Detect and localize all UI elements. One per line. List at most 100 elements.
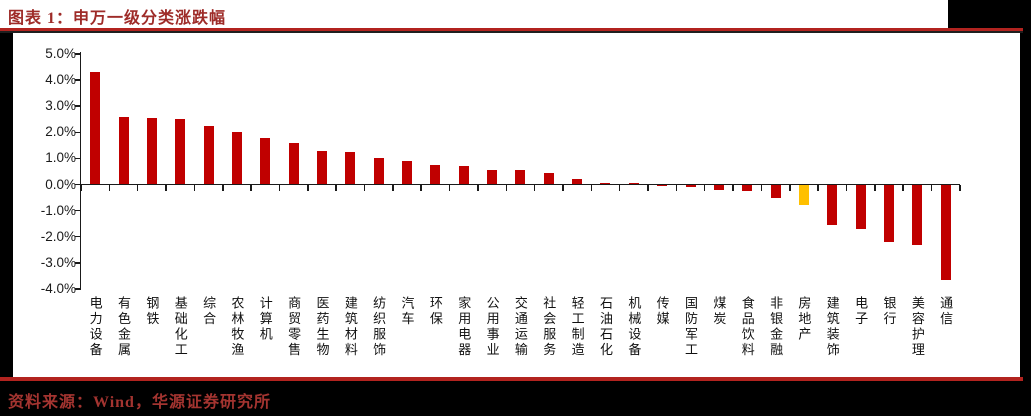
x-axis-tick: [335, 185, 337, 191]
bar: [430, 164, 441, 185]
category-label: 汽车: [399, 296, 415, 327]
y-axis-tick-label: -2.0%: [40, 228, 76, 244]
category-label: 建筑装饰: [824, 296, 840, 358]
bar: [515, 170, 526, 185]
bar: [260, 137, 271, 185]
x-axis-tick: [902, 185, 904, 191]
bar: [940, 184, 951, 280]
y-axis-tick-label: -3.0%: [40, 254, 76, 270]
x-axis-tick: [363, 185, 366, 191]
bar: [146, 117, 157, 185]
y-axis-tick: [75, 183, 81, 186]
x-axis-tick: [165, 185, 167, 191]
bar: [572, 179, 583, 185]
y-axis-tick-label: 0.0%: [45, 176, 76, 192]
bar: [827, 184, 838, 225]
category-label: 环保: [427, 296, 443, 327]
y-axis-line: [79, 52, 82, 289]
bottom-red-rule: [0, 377, 1023, 381]
category-label: 有色金属: [116, 296, 132, 358]
category-label: 石油石化: [597, 296, 613, 358]
x-axis-tick: [760, 185, 763, 191]
category-label: 电力设备: [87, 296, 103, 358]
bar: [855, 184, 866, 229]
source-band: 资料来源：Wind，华源证券研究所: [0, 381, 1031, 416]
y-axis-tick-label: -4.0%: [40, 280, 76, 296]
category-label: 商贸零售: [286, 296, 302, 358]
bar: [345, 151, 356, 185]
x-axis-tick: [448, 185, 451, 191]
bar: [90, 72, 101, 185]
x-axis-tick: [222, 185, 224, 191]
y-axis-tick-label: 4.0%: [45, 72, 76, 88]
bar: [118, 116, 129, 185]
bar: [713, 184, 724, 190]
x-axis-tick: [477, 185, 479, 191]
y-axis-tick-label: 3.0%: [45, 98, 76, 114]
top-red-rule: [0, 28, 1023, 31]
category-label: 交通运输: [512, 296, 528, 358]
x-axis-tick: [193, 185, 196, 191]
figure-title: 图表 1：申万一级分类涨跌幅: [8, 10, 227, 27]
x-axis-tick: [392, 185, 394, 191]
bar: [458, 166, 469, 185]
bar: [742, 184, 753, 192]
category-label: 纺织服饰: [371, 296, 387, 358]
category-label: 基础化工: [172, 296, 188, 358]
bar: [203, 125, 214, 185]
bar-highlight: [798, 184, 809, 206]
x-axis-tick: [420, 185, 422, 191]
top-rule-shadow: [0, 31, 1023, 33]
x-axis-tick: [307, 185, 309, 191]
x-axis-tick: [80, 185, 82, 191]
y-axis-tick: [75, 209, 81, 212]
x-axis-tick: [533, 185, 536, 191]
y-axis-tick: [75, 288, 81, 290]
category-label: 建筑材料: [342, 296, 358, 358]
x-axis-tick: [505, 185, 507, 191]
x-axis-tick: [618, 185, 621, 191]
x-axis-tick: [562, 185, 564, 191]
x-axis-tick: [647, 185, 649, 191]
x-axis-tick: [278, 185, 281, 191]
category-label: 医药生物: [314, 296, 330, 358]
y-axis-tick: [75, 105, 81, 107]
bar: [288, 142, 299, 185]
x-axis-tick: [959, 185, 961, 191]
y-axis-tick: [75, 131, 81, 134]
bar: [883, 184, 894, 242]
bar: [402, 161, 413, 185]
y-axis-tick: [75, 235, 81, 238]
category-label: 通信: [938, 296, 954, 327]
x-axis-tick: [732, 185, 734, 191]
category-label: 公用事业: [484, 296, 500, 358]
x-axis-tick: [250, 185, 252, 191]
x-axis-tick: [817, 185, 819, 191]
category-label: 综合: [201, 296, 217, 327]
bar: [373, 158, 384, 185]
y-axis-tick: [75, 79, 81, 81]
category-label: 社会服务: [541, 296, 557, 358]
bar: [487, 170, 498, 185]
source-text: 资料来源：Wind，华源证券研究所: [8, 394, 271, 411]
bar: [770, 184, 781, 198]
category-label: 美容护理: [909, 296, 925, 358]
y-axis-tick-label: -1.0%: [40, 202, 76, 218]
bar: [912, 184, 923, 245]
x-axis-tick: [703, 185, 706, 191]
bar: [175, 119, 186, 185]
chart-panel: [13, 32, 1020, 377]
category-label: 机械设备: [626, 296, 642, 358]
category-label: 家用电器: [456, 296, 472, 358]
bar: [231, 132, 242, 185]
y-axis-tick: [75, 157, 81, 160]
category-label: 食品饮料: [739, 296, 755, 358]
x-axis-tick: [789, 185, 791, 191]
x-axis-line: [79, 183, 960, 186]
category-label: 计算机: [257, 296, 273, 343]
category-label: 农林牧渔: [229, 296, 245, 358]
category-label: 钢铁: [144, 296, 160, 327]
y-axis-tick-label: 2.0%: [45, 124, 76, 140]
